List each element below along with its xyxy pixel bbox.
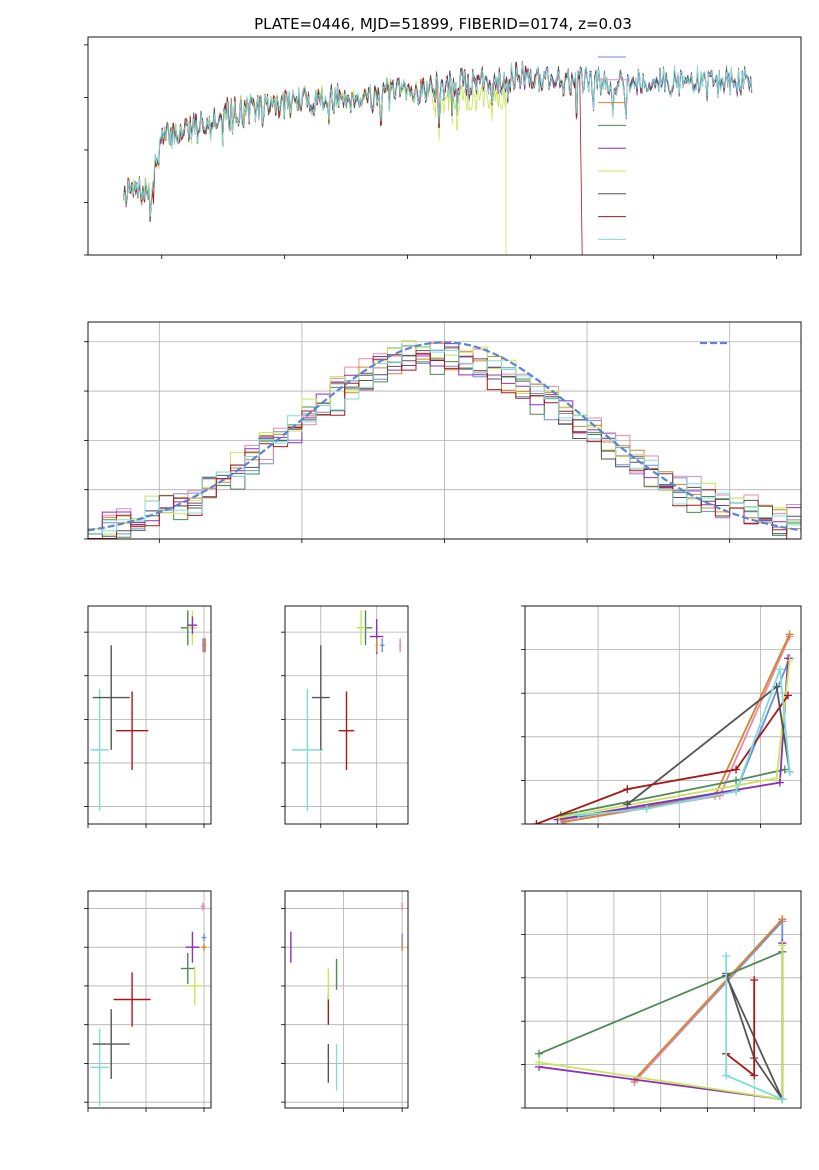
mass-weight-vs-Z-panel-plot: [535, 915, 787, 1104]
spectrum-plot: [123, 61, 753, 255]
mass-vs-EBV-panel-plot: [290, 902, 403, 1091]
histogram-series: [88, 352, 801, 539]
mass-vs-EBV-panel: [281, 890, 409, 1112]
normal-curve: [88, 341, 801, 532]
axes-frame: [524, 605, 802, 825]
weight-line: [557, 658, 789, 821]
histogram-plot: [88, 340, 801, 539]
mass-weight-vs-age-panel: [521, 605, 802, 828]
mass-vs-Z-panel-plot: [90, 902, 207, 1107]
age-vs-Z-panel-plot: [90, 610, 207, 811]
axes-frame: [87, 890, 212, 1109]
axes-frame: [87, 321, 802, 540]
spectrum-line: [123, 62, 753, 217]
axes-frame: [284, 890, 409, 1109]
histogram-series: [88, 344, 801, 535]
axes-frame: [284, 605, 409, 825]
age-vs-mass-panel-plot: [291, 610, 402, 811]
axes-frame: [87, 605, 212, 825]
mass-weight-vs-Z-panel: [521, 890, 802, 1112]
age-vs-Z-panel: [84, 605, 212, 828]
weight-line: [565, 636, 791, 823]
weight-line: [578, 668, 791, 817]
weight-line: [536, 694, 789, 824]
figure-title: PLATE=0446, MJD=51899, FIBERID=0174, z=0…: [254, 15, 632, 33]
spectrum-panel: [84, 36, 802, 259]
weight-line: [560, 768, 785, 817]
age-vs-mass-panel: [281, 605, 409, 828]
axes-frame: [87, 36, 802, 256]
spectrum-legend: [598, 56, 626, 240]
spectrum-line: [123, 62, 583, 255]
axes-frame: [524, 890, 802, 1109]
mass-weight-vs-age-panel-plot: [532, 630, 794, 824]
mass-vs-Z-panel: [84, 890, 212, 1112]
histogram-panel: [84, 321, 802, 543]
weight-line: [633, 918, 783, 1081]
